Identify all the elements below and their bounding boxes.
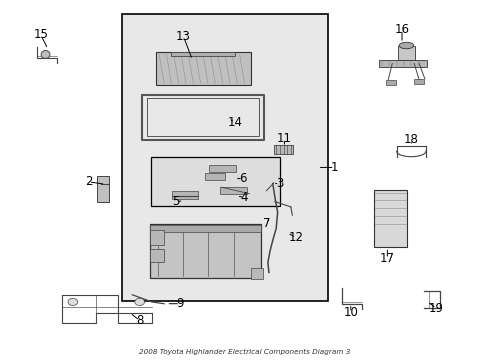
Text: 2: 2 (84, 175, 92, 188)
Ellipse shape (41, 50, 50, 58)
Bar (122, 14, 328, 301)
Text: 14: 14 (227, 116, 242, 129)
Text: 7: 7 (262, 216, 270, 230)
Bar (250, 268, 262, 279)
Ellipse shape (68, 298, 78, 306)
Bar (150, 224, 261, 278)
Bar (209, 165, 236, 172)
Bar (220, 187, 246, 194)
Text: 3: 3 (275, 177, 283, 190)
Bar (273, 145, 293, 154)
Text: 6: 6 (239, 172, 246, 185)
Bar (150, 249, 163, 262)
Bar (150, 225, 261, 232)
Text: 2008 Toyota Highlander Electrical Components Diagram 3: 2008 Toyota Highlander Electrical Compon… (139, 349, 349, 355)
Bar (150, 230, 163, 244)
Bar (373, 190, 407, 247)
Bar (385, 80, 395, 85)
Text: 15: 15 (33, 28, 48, 41)
Bar (413, 79, 423, 84)
Bar (151, 157, 279, 206)
Text: 16: 16 (394, 23, 408, 36)
Text: 13: 13 (176, 30, 191, 43)
Text: 12: 12 (287, 231, 303, 244)
Text: 4: 4 (240, 191, 248, 204)
Bar (97, 176, 109, 202)
Bar (155, 52, 250, 85)
Text: 10: 10 (343, 306, 358, 319)
Bar (171, 191, 198, 199)
Text: 19: 19 (428, 302, 443, 315)
Bar (205, 173, 224, 180)
Ellipse shape (135, 298, 144, 306)
Text: 18: 18 (403, 133, 418, 146)
Ellipse shape (398, 42, 413, 49)
Text: 5: 5 (172, 195, 180, 208)
Bar (397, 45, 414, 60)
Text: 8: 8 (136, 314, 143, 327)
Bar (378, 60, 427, 67)
Text: 9: 9 (176, 297, 183, 310)
Bar (171, 51, 234, 56)
Text: 1: 1 (330, 161, 338, 174)
Text: 11: 11 (276, 132, 291, 145)
Text: 17: 17 (379, 252, 394, 265)
